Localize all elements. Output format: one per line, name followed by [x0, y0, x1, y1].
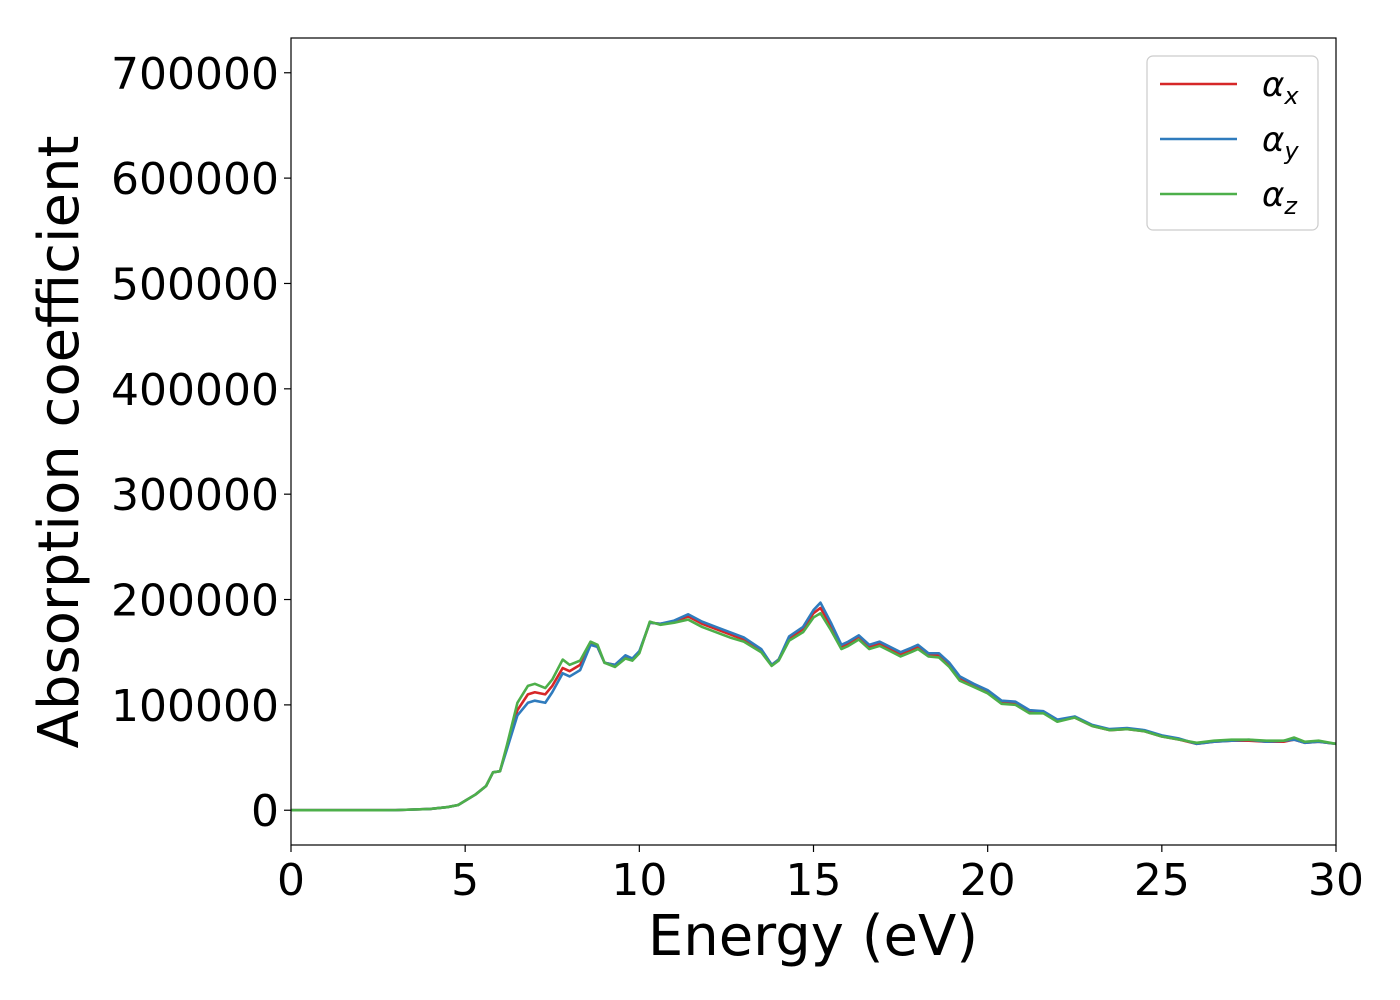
- y-tick-label: 700000: [111, 49, 279, 100]
- plot-lines: [291, 601, 1336, 812]
- legend-label-z: αz: [1262, 175, 1298, 220]
- y-axis-title: Absorption coefficient: [27, 136, 92, 749]
- y-tick-label: 100000: [111, 681, 279, 732]
- x-tick-label: 25: [1134, 855, 1190, 906]
- y-tick-label: 600000: [111, 154, 279, 205]
- legend-items: αx αy αz: [1160, 65, 1299, 220]
- legend-box: [1146, 55, 1319, 231]
- y-tick-label: 400000: [111, 365, 279, 416]
- legend-label-y: αy: [1262, 120, 1299, 165]
- y-tick-label: 500000: [111, 259, 279, 310]
- x-tick-label: 5: [451, 855, 479, 906]
- x-tick-label: 10: [611, 855, 667, 906]
- x-tick-label: 30: [1308, 855, 1364, 906]
- y-tick-label: 200000: [111, 576, 279, 627]
- legend: αx αy αz: [1146, 55, 1319, 231]
- legend-label-x: αx: [1262, 65, 1299, 110]
- series-line-x: [291, 606, 1336, 812]
- x-tick-label: 0: [277, 855, 305, 906]
- series-line-y: [291, 601, 1336, 812]
- y-tick-label: 0: [251, 786, 279, 837]
- x-tick-label: 20: [960, 855, 1016, 906]
- x-axis-title: Energy (eV): [648, 904, 978, 969]
- x-tick-label: 15: [786, 855, 842, 906]
- series-line-z: [291, 611, 1336, 812]
- y-axis-ticks: 0 100000 200000 300000 400000 500000 600000 700…: [111, 49, 291, 837]
- y-tick-label: 300000: [111, 470, 279, 521]
- x-axis-ticks: 0 5 10 15 20 25 30: [277, 845, 1364, 906]
